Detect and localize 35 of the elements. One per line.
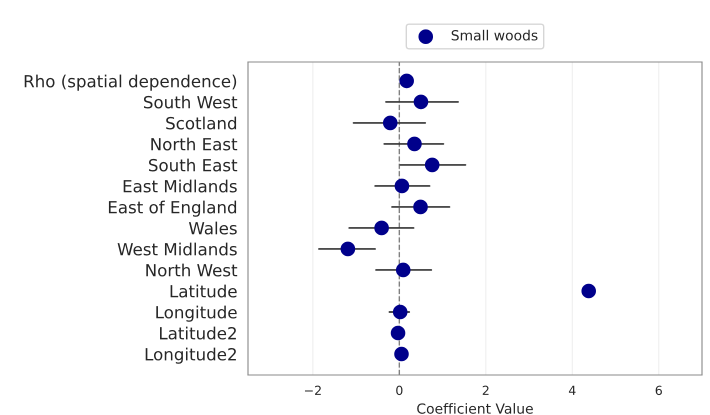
point [390,326,406,340]
x-tick-label: 6 [656,386,662,396]
legend-label: Small woods [452,30,538,41]
y-tick-label: South West [144,96,238,108]
point [382,116,398,130]
point [413,200,428,214]
point [414,94,428,110]
point [407,136,422,152]
y-tick-label: Wales [188,222,237,235]
x-tick-label: 2 [482,386,489,395]
x-tick-label: 0 [396,386,402,396]
y-tick-label: Latitude [170,284,237,298]
x-axis-title: Coefficient Value [417,403,533,414]
y-tick-label: Longitude2 [146,348,236,364]
y-tick-label: South East [148,158,238,172]
point [399,74,414,88]
y-tick-label: East Midlands [124,180,237,193]
point [581,284,596,298]
point [340,242,356,256]
y-tick-label: Rho (spatial dependence) [24,74,236,91]
x-tick-label: −2 [304,386,321,395]
x-tick-label: 4 [568,386,576,395]
y-tick-label: Scotland [166,116,236,130]
y-tick-label: Latitude2 [160,326,236,340]
point [394,178,410,194]
point [374,220,389,236]
point [424,158,440,172]
y-tick-label: North West [146,264,238,277]
y-tick-label: West Midlands [118,242,237,256]
y-tick-label: Longitude [156,306,237,322]
y-tick-label: North East [151,138,238,150]
y-tick-label: East of England [108,200,236,217]
point [392,304,408,320]
point [394,346,409,362]
point [396,262,411,278]
